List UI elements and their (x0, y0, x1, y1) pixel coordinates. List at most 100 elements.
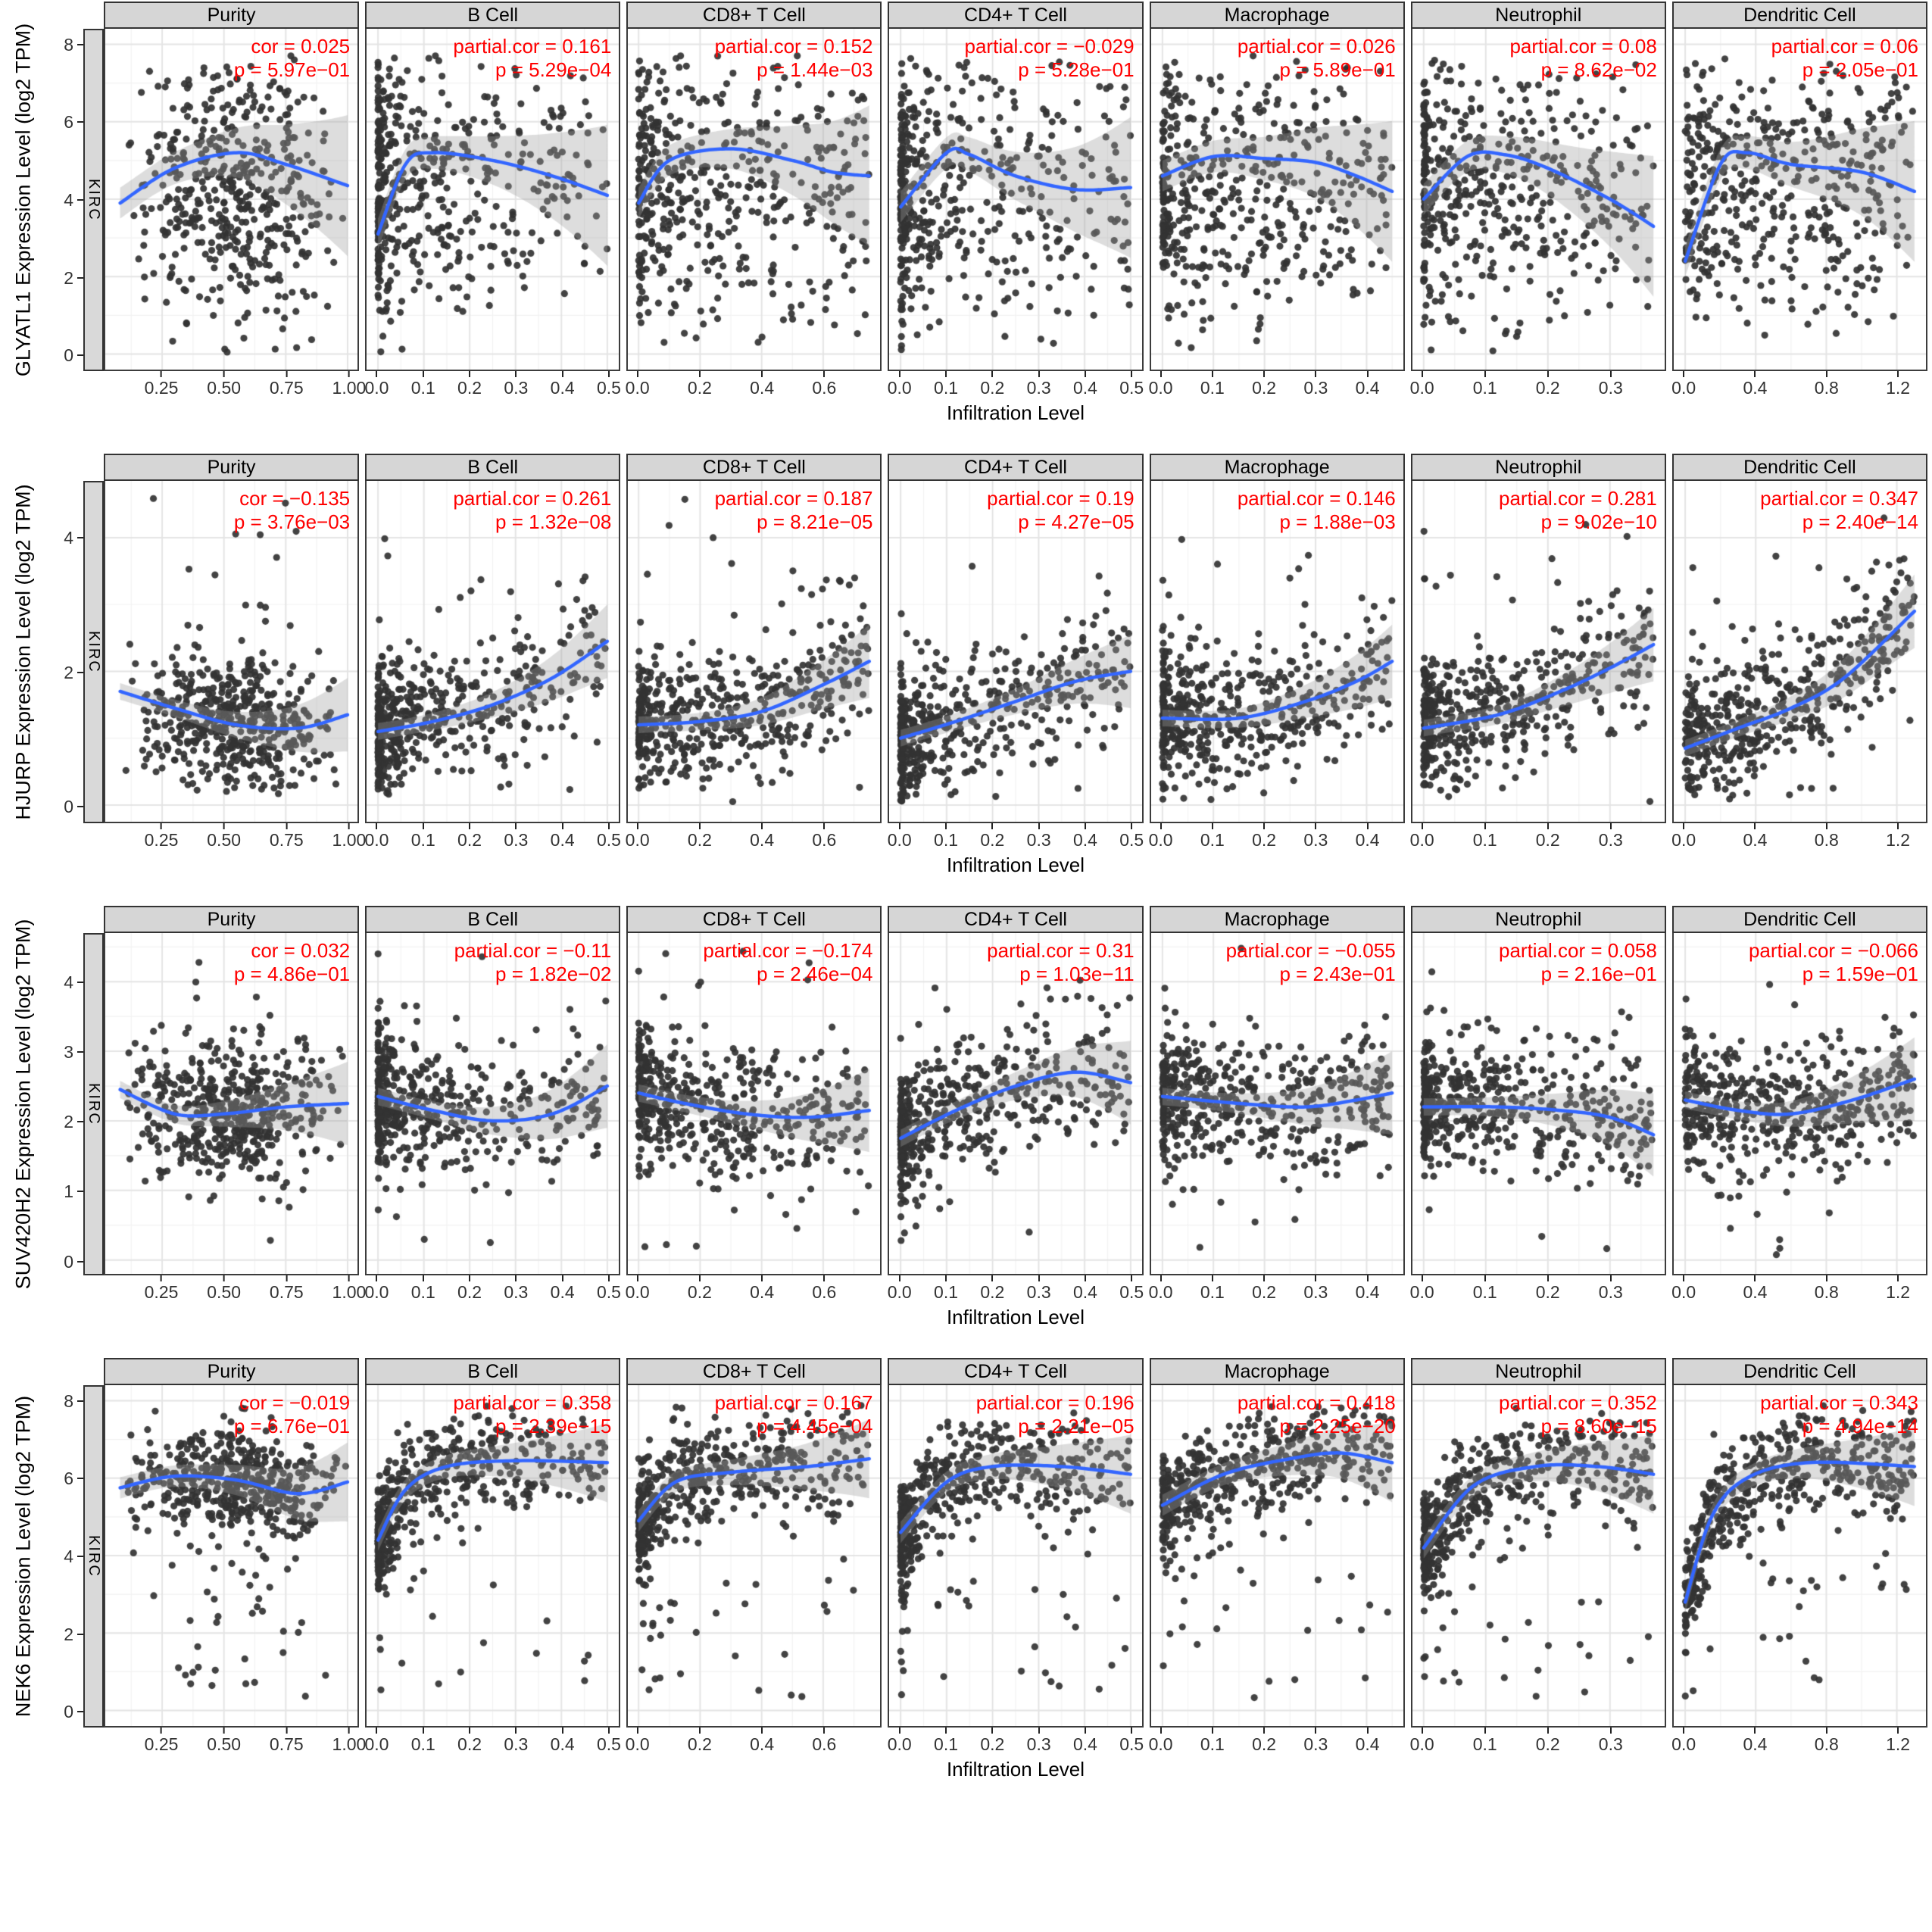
x-tick: 0.3 (1027, 823, 1051, 851)
x-tick: 0.2 (1252, 823, 1276, 851)
correlation-value: partial.cor = −0.11 (454, 939, 612, 962)
x-tick-label: 0.2 (687, 378, 712, 398)
facet-header-label: Neutrophil (1495, 4, 1582, 26)
x-axis: 0.0 0.1 0.2 0.3 0.4 (1149, 371, 1405, 398)
x-axis: 0.0 0.1 0.2 0.3 (1410, 823, 1666, 851)
x-tick-mark (698, 823, 701, 829)
x-tick-label: 0.8 (1814, 378, 1839, 398)
y-tick: 6 (64, 112, 83, 132)
scatter-panel: partial.cor = 0.167 p = 4.45e−04 (626, 1385, 882, 1728)
correlation-annotation: cor = −0.135 p = 3.76e−03 (234, 487, 350, 534)
scatter-canvas (105, 1385, 358, 1726)
x-tick: 0.2 (457, 371, 482, 398)
x-tick-label: 0.8 (1814, 830, 1839, 850)
x-tick-label: 0.3 (1026, 1734, 1051, 1754)
x-tick-label: 0.6 (812, 830, 837, 850)
correlation-annotation: partial.cor = −0.11 p = 1.82e−02 (454, 939, 612, 986)
y-tick-label: 8 (64, 34, 73, 55)
x-tick: 0.2 (457, 1275, 482, 1303)
facet-header: CD4+ T Cell (888, 1358, 1144, 1385)
facet-header: Neutrophil (1410, 906, 1666, 933)
x-tick-label: 0.2 (1252, 1282, 1277, 1302)
facet-column: Neutrophil partial.cor = 0.352 p = 8.60e−1… (1409, 1358, 1666, 1755)
x-tick: 0.0 (1149, 1728, 1173, 1755)
x-tick-label: 0.2 (1252, 1734, 1277, 1754)
facet-column: Neutrophil partial.cor = 0.281 p = 9.02e−1… (1410, 454, 1666, 851)
x-tick-mark (515, 1728, 517, 1734)
scatter-panel: partial.cor = 0.358 p = 2.39e−15 (365, 1385, 621, 1728)
x-tick: 0.0 (626, 1275, 650, 1303)
x-tick-mark (1683, 1728, 1685, 1734)
x-tick: 0.1 (1200, 823, 1225, 851)
facet-header-label: Neutrophil (1495, 456, 1582, 478)
facet-header-label: B Cell (467, 456, 519, 478)
x-tick: 0.5 (597, 371, 621, 398)
facet-header: Purity (104, 2, 360, 29)
y-tick-label: 2 (64, 1112, 73, 1132)
correlation-annotation: partial.cor = 0.187 p = 8.21e−05 (715, 487, 873, 534)
y-axis-title-cell: HJURP Expression Level (log2 TPM) (6, 454, 41, 823)
correlation-annotation: partial.cor = −0.174 p = 2.46e−04 (703, 939, 872, 986)
x-tick-mark (422, 823, 424, 829)
x-tick: 0.2 (688, 1275, 712, 1303)
x-tick: 0.3 (1303, 823, 1328, 851)
x-tick: 0.4 (551, 823, 575, 851)
x-tick-mark (991, 371, 994, 377)
x-tick-label: 1.2 (1886, 1734, 1911, 1754)
x-tick-label: 0.0 (887, 378, 912, 398)
correlation-value: partial.cor = 0.347 (1760, 487, 1918, 510)
x-tick-label: 0.3 (504, 378, 529, 398)
x-tick-label: 0.1 (1472, 1282, 1497, 1302)
x-tick-label: 0.2 (980, 830, 1005, 850)
y-tick: 1 (64, 1181, 83, 1201)
x-tick: 0.3 (504, 1728, 528, 1755)
x-tick-label: 0.1 (1200, 1282, 1225, 1302)
scatter-canvas (889, 1385, 1142, 1726)
scatter-panel: partial.cor = 0.026 p = 5.89e−01 (1149, 29, 1405, 371)
x-tick-mark (1160, 1275, 1162, 1281)
p-value: p = 9.02e−10 (1540, 510, 1657, 533)
x-tick: 0.3 (1303, 371, 1328, 398)
x-tick-label: 0.4 (1072, 1282, 1097, 1302)
x-tick-label: 0.2 (1535, 830, 1560, 850)
x-tick: 0.2 (1252, 1728, 1276, 1755)
x-tick-mark (991, 823, 994, 829)
correlation-annotation: partial.cor = 0.161 p = 5.29e−04 (453, 35, 611, 82)
x-tick: 0.50 (207, 1275, 241, 1303)
x-tick-label: 0.0 (1409, 1734, 1434, 1754)
x-tick: 0.0 (364, 1728, 389, 1755)
x-tick-mark (1683, 371, 1685, 377)
p-value: p = 2.43e−01 (1279, 963, 1396, 985)
x-tick-mark (636, 1275, 638, 1281)
y-tick-mark (77, 1556, 83, 1557)
x-tick-label: 0.3 (1303, 1282, 1328, 1302)
x-tick-label: 0.1 (934, 1734, 959, 1754)
x-tick-label: 0.50 (207, 378, 242, 398)
scatter-panel: cor = 0.025 p = 5.97e−01 (104, 29, 360, 371)
x-tick-mark (823, 371, 826, 377)
x-tick: 0.4 (1743, 1275, 1767, 1303)
facet-column: B Cell partial.cor = 0.161 p = 5.29e−04 0.0… (364, 2, 621, 398)
cohort-strip: KIRC (83, 29, 104, 371)
correlation-value: partial.cor = 0.161 (453, 35, 612, 58)
x-tick-label: 0.0 (887, 830, 912, 850)
y-tick-label: 0 (64, 1251, 73, 1272)
scatter-canvas (1673, 1385, 1926, 1726)
correlation-value: partial.cor = −0.174 (703, 939, 873, 962)
x-tick-label: 0.1 (410, 830, 435, 850)
x-tick-label: 0.0 (1148, 1282, 1173, 1302)
y-tick-mark (77, 121, 83, 123)
x-tick-mark (1160, 1728, 1162, 1734)
p-value: p = 1.44e−03 (757, 58, 873, 81)
scatter-panel: cor = 0.032 p = 4.86e−01 (104, 933, 360, 1275)
x-tick: 1.2 (1886, 371, 1910, 398)
p-value: p = 8.21e−05 (757, 510, 873, 533)
x-tick-label: 0.4 (750, 1734, 775, 1754)
x-tick: 0.1 (411, 371, 435, 398)
correlation-annotation: partial.cor = 0.352 p = 8.60e−15 (1499, 1391, 1657, 1438)
scatter-canvas (1673, 933, 1926, 1274)
x-tick: 0.3 (1599, 1275, 1623, 1303)
x-tick: 0.0 (1671, 371, 1696, 398)
y-tick: 0 (64, 797, 83, 816)
correlation-value: partial.cor = 0.196 (975, 1391, 1135, 1414)
